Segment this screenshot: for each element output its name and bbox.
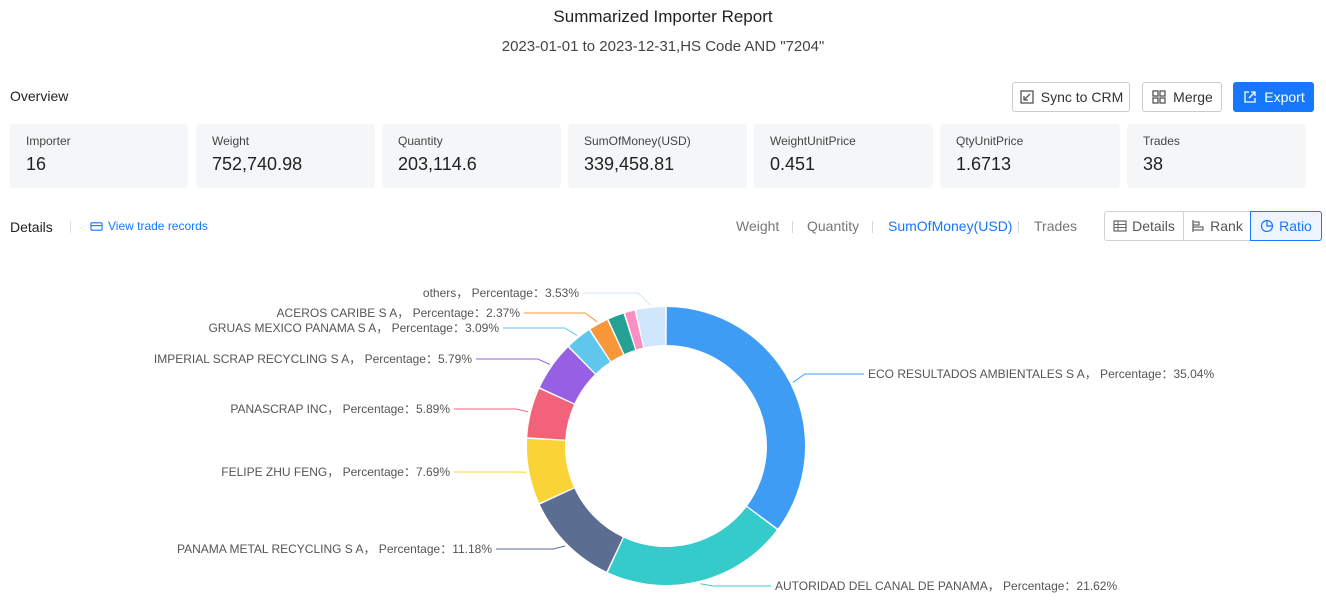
card-importer: Importer 16 — [10, 124, 188, 188]
donut-slice[interactable] — [590, 320, 624, 362]
tab-separator — [872, 221, 873, 233]
card-qty-unit-price: QtyUnitPrice 1.6713 — [940, 124, 1120, 188]
tab-sum-of-money[interactable]: SumOfMoney(USD) — [888, 218, 1013, 234]
details-label: Details — [10, 219, 53, 235]
tab-trades[interactable]: Trades — [1034, 218, 1078, 234]
sync-to-crm-button[interactable]: Sync to CRM — [1012, 82, 1130, 112]
slice-label-line — [524, 312, 598, 323]
card-label: Trades — [1143, 134, 1180, 148]
card-label: Weight — [212, 134, 250, 148]
card-value: 16 — [26, 154, 47, 174]
donut-slice[interactable] — [608, 506, 777, 585]
donut-slice[interactable] — [539, 488, 623, 572]
records-icon — [90, 221, 103, 231]
donut-slice[interactable] — [636, 307, 666, 348]
export-icon — [1244, 91, 1256, 103]
view-trade-records-label: View trade records — [108, 219, 208, 233]
report-subtitle: 2023-01-01 to 2023-12-31,HS Code AND "72… — [501, 38, 825, 55]
card-label: WeightUnitPrice — [770, 134, 856, 148]
donut-slice[interactable] — [666, 307, 806, 529]
view-ratio-label: Ratio — [1279, 218, 1312, 234]
slice-label-line — [476, 358, 550, 365]
tab-weight[interactable]: Weight — [736, 218, 780, 234]
slice-label: IMPERIAL SCRAP RECYCLING S A， Percentage… — [154, 352, 472, 366]
divider — [70, 221, 71, 233]
report-title: Summarized Importer Report — [553, 7, 773, 26]
donut-slice[interactable] — [625, 310, 644, 350]
overview-label: Overview — [10, 88, 69, 104]
card-weight-unit-price: WeightUnitPrice 0.451 — [754, 124, 933, 188]
card-sum-of-money: SumOfMoney(USD) 339,458.81 — [568, 124, 747, 188]
slice-label: PANASCRAP INC， Percentage：5.89% — [230, 402, 450, 416]
card-value: 0.451 — [770, 154, 816, 174]
slice-label-line — [496, 545, 566, 550]
card-quantity: Quantity 203,114.6 — [382, 124, 561, 188]
tab-quantity[interactable]: Quantity — [807, 218, 860, 234]
donut-slice[interactable] — [569, 330, 611, 374]
slice-label: FELIPE ZHU FENG， Percentage：7.69% — [221, 465, 450, 479]
card-weight: Weight 752,740.98 — [196, 124, 375, 188]
card-value: 339,458.81 — [584, 154, 675, 174]
slice-label: ECO RESULTADOS AMBIENTALES S A， Percenta… — [868, 367, 1214, 381]
export-button[interactable]: Export — [1233, 82, 1314, 112]
slice-label-line — [792, 373, 864, 383]
card-label: Quantity — [398, 134, 443, 148]
donut-slice[interactable] — [527, 438, 574, 503]
sync-icon — [1020, 90, 1034, 104]
slice-label-line — [700, 583, 771, 587]
merge-button[interactable]: Merge — [1142, 82, 1222, 112]
card-value: 1.6713 — [956, 154, 1012, 174]
merge-icon — [1152, 90, 1166, 104]
view-rank-button[interactable]: Rank — [1183, 211, 1251, 241]
slice-label-line — [583, 292, 651, 306]
card-trades: Trades 38 — [1127, 124, 1306, 188]
donut-slice[interactable] — [608, 313, 636, 354]
view-trade-records-link[interactable]: View trade records — [90, 219, 208, 233]
sync-label: Sync to CRM — [1040, 89, 1124, 105]
pie-icon — [1261, 219, 1274, 233]
donut-slice[interactable] — [527, 388, 574, 440]
slice-label: GRUAS MEXICO PANAMA S A， Percentage：3.09… — [208, 321, 499, 335]
slice-label: AUTORIDAD DEL CANAL DE PANAMA， Percentag… — [775, 579, 1117, 593]
card-label: SumOfMoney(USD) — [584, 134, 691, 148]
card-label: Importer — [26, 134, 71, 148]
rank-icon — [1192, 220, 1204, 232]
tab-separator — [1018, 221, 1019, 233]
view-mode-toggle: Details Rank Ratio — [1104, 211, 1322, 241]
tab-separator — [792, 221, 793, 233]
slice-label: others， Percentage：3.53% — [423, 286, 579, 300]
card-label: QtyUnitPrice — [956, 134, 1024, 148]
donut-slice[interactable] — [539, 347, 595, 404]
view-details-label: Details — [1132, 218, 1175, 234]
slice-label: ACEROS CARIBE S A， Percentage：2.37% — [277, 306, 521, 320]
export-label: Export — [1264, 89, 1305, 105]
card-value: 752,740.98 — [212, 154, 303, 174]
view-details-button[interactable]: Details — [1104, 211, 1184, 241]
merge-label: Merge — [1173, 89, 1213, 105]
view-ratio-button[interactable]: Ratio — [1250, 211, 1322, 241]
slice-label-line — [503, 327, 578, 336]
ratio-donut-chart: ECO RESULTADOS AMBIENTALES S A， Percenta… — [154, 286, 1215, 593]
slice-label: PANAMA METAL RECYCLING S A， Percentage：1… — [177, 542, 492, 556]
slice-label-line — [454, 408, 529, 413]
view-rank-label: Rank — [1210, 218, 1243, 234]
card-value: 38 — [1143, 154, 1164, 174]
table-icon — [1113, 220, 1127, 232]
card-value: 203,114.6 — [398, 154, 477, 174]
